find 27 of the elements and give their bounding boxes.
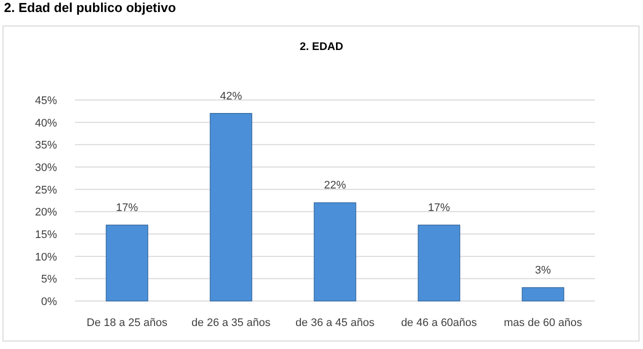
bar (210, 113, 252, 302)
data-label: 22% (324, 180, 346, 192)
y-tick-label: 30% (34, 162, 58, 174)
data-label: 3% (535, 264, 552, 277)
y-tick-label: 5% (41, 274, 58, 286)
y-tick-label: 25% (34, 184, 58, 196)
bar (522, 287, 564, 302)
data-label: 17% (116, 202, 138, 214)
text: 2. Edad del publico objetivo (4, 0, 176, 15)
data-label: 17% (428, 202, 450, 214)
x-tick-label: mas de 60 años (504, 317, 583, 329)
bar (314, 202, 356, 302)
y-tick-label: 10% (34, 251, 58, 264)
y-tick-label: 40% (34, 117, 58, 130)
y-tick-label: 15% (34, 229, 58, 241)
bar (418, 224, 460, 302)
y-tick-label: 45% (34, 95, 58, 107)
y-tick-label: 0% (41, 296, 58, 308)
x-tick-label: de 36 a 45 años (296, 317, 375, 329)
chart-title: 2. EDAD (300, 41, 344, 53)
x-tick-label: De 18 a 25 años (86, 317, 168, 329)
y-tick-label: 20% (34, 206, 58, 219)
y-tick-label: 35% (34, 140, 58, 152)
data-label: 42% (220, 90, 242, 102)
x-tick-label: de 46 a 60años (401, 317, 478, 329)
bar (106, 224, 148, 302)
x-tick-label: de 26 a 35 años (192, 317, 271, 329)
